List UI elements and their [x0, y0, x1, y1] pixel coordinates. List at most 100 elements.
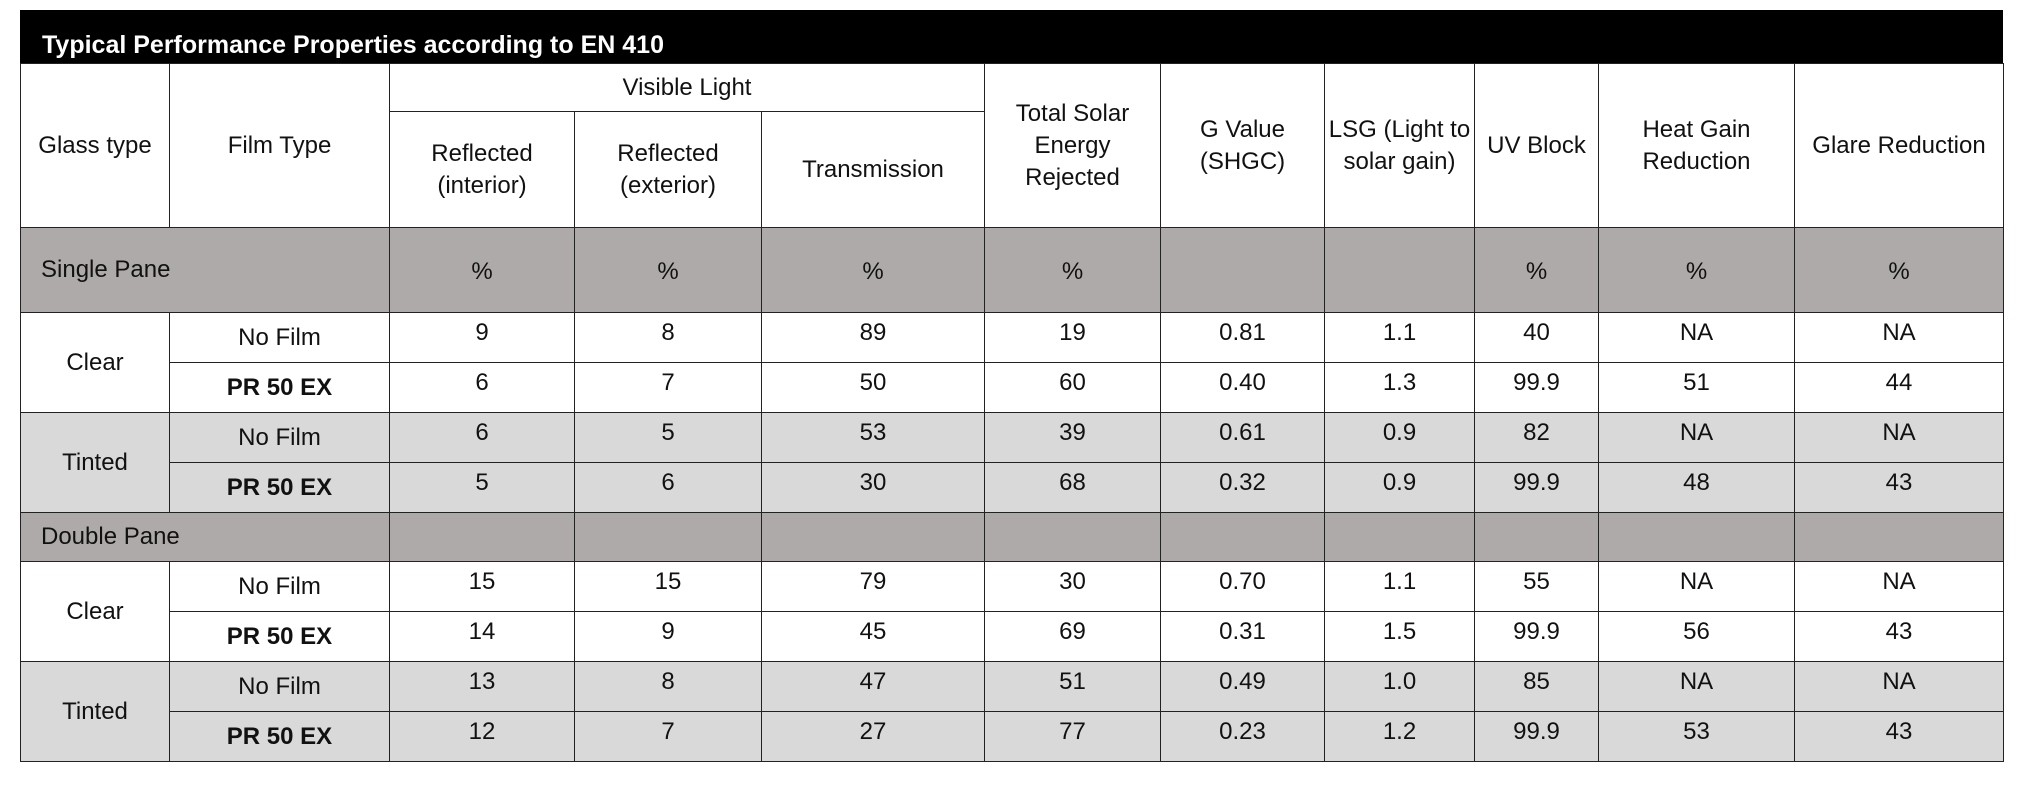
- value-cell: 60: [984, 362, 1161, 413]
- value-cell: NA: [1794, 312, 2004, 363]
- value-cell: 47: [761, 661, 985, 712]
- section-label: Single Pane: [20, 227, 390, 313]
- value-cell: 45: [761, 611, 985, 662]
- value-cell: 99.9: [1474, 711, 1599, 762]
- value-cell: 6: [389, 362, 575, 413]
- value-cell: 1.0: [1324, 661, 1475, 712]
- unit-cell: [1160, 512, 1325, 562]
- value-cell: 30: [761, 462, 985, 513]
- value-cell: 19: [984, 312, 1161, 363]
- value-cell: 79: [761, 561, 985, 612]
- value-cell: 0.32: [1160, 462, 1325, 513]
- value-cell: NA: [1598, 661, 1795, 712]
- value-cell: 14: [389, 611, 575, 662]
- value-cell: 53: [1598, 711, 1795, 762]
- value-cell: 51: [984, 661, 1161, 712]
- header-transmission: Transmission: [761, 111, 985, 228]
- film-type-cell: No Film: [169, 412, 390, 463]
- header-g-value: G Value (SHGC): [1160, 63, 1325, 228]
- value-cell: 43: [1794, 711, 2004, 762]
- value-cell: 44: [1794, 362, 2004, 413]
- section-row: Single Pane%%%%%%%: [20, 227, 2004, 313]
- value-cell: 99.9: [1474, 462, 1599, 513]
- unit-cell: [389, 512, 575, 562]
- header-row-top: Glass type Film Type Visible Light Total…: [20, 63, 2004, 228]
- unit-cell: %: [984, 227, 1161, 313]
- film-type-cell: PR 50 EX: [169, 711, 390, 762]
- value-cell: 0.81: [1160, 312, 1325, 363]
- value-cell: 15: [574, 561, 762, 612]
- value-cell: 89: [761, 312, 985, 363]
- unit-cell: %: [761, 227, 985, 313]
- value-cell: 40: [1474, 312, 1599, 363]
- value-cell: 6: [574, 462, 762, 513]
- value-cell: 8: [574, 312, 762, 363]
- unit-cell: [1324, 227, 1475, 313]
- film-type-cell: PR 50 EX: [169, 362, 390, 413]
- table-row: Tinted No Film 13 8 47 51 0.49 1.0 85 NA NA: [20, 661, 2004, 762]
- table-row: PR 50 EX 5 6 30 68 0.32 0.9 99.9 48 43: [21, 462, 2004, 513]
- value-cell: 1.2: [1324, 711, 1475, 762]
- value-cell: 68: [984, 462, 1161, 513]
- value-cell: 30: [984, 561, 1161, 612]
- value-cell: 0.49: [1160, 661, 1325, 712]
- header-visible-light: Visible Light: [389, 63, 985, 112]
- value-cell: NA: [1598, 412, 1795, 463]
- table-body: Single Pane%%%%%%% Clear No Film 9 8 89 19 0.81…: [20, 227, 2004, 762]
- value-cell: 0.31: [1160, 611, 1325, 662]
- value-cell: 15: [389, 561, 575, 612]
- header-film-type: Film Type: [169, 63, 390, 228]
- table-row: Clear No Film 9 8 89 19 0.81 1.1 40 NA NA: [20, 312, 2004, 413]
- glass-type-cell: Clear: [20, 561, 170, 662]
- value-cell: 43: [1794, 611, 2004, 662]
- value-cell: 27: [761, 711, 985, 762]
- value-cell: 69: [984, 611, 1161, 662]
- section-row: Double Pane: [20, 512, 2004, 562]
- value-cell: 50: [761, 362, 985, 413]
- table-title: Typical Performance Properties according…: [20, 10, 2003, 63]
- table-row: PR 50 EX 12 7 27 77 0.23 1.2 99.9 53 43: [21, 711, 2004, 762]
- unit-cell: [984, 512, 1161, 562]
- value-cell: 43: [1794, 462, 2004, 513]
- header-reflected-exterior: Reflected (exterior): [574, 111, 762, 228]
- value-cell: 51: [1598, 362, 1795, 413]
- value-cell: 0.70: [1160, 561, 1325, 612]
- header-reflected-interior: Reflected (interior): [389, 111, 575, 228]
- performance-table-container: Typical Performance Properties according…: [20, 10, 2004, 762]
- unit-cell: %: [1474, 227, 1599, 313]
- value-cell: 9: [574, 611, 762, 662]
- value-cell: 13: [389, 661, 575, 712]
- section-label: Double Pane: [20, 512, 390, 562]
- value-cell: 39: [984, 412, 1161, 463]
- value-cell: 0.23: [1160, 711, 1325, 762]
- value-cell: 85: [1474, 661, 1599, 712]
- unit-cell: %: [389, 227, 575, 313]
- film-type-cell: PR 50 EX: [169, 462, 390, 513]
- unit-cell: %: [1598, 227, 1795, 313]
- header-heat-gain: Heat Gain Reduction: [1598, 63, 1795, 228]
- value-cell: 82: [1474, 412, 1599, 463]
- unit-cell: [1160, 227, 1325, 313]
- value-cell: NA: [1794, 661, 2004, 712]
- value-cell: 6: [389, 412, 575, 463]
- glass-type-cell: Tinted: [20, 412, 170, 513]
- value-cell: 9: [389, 312, 575, 363]
- film-type-cell: PR 50 EX: [169, 611, 390, 662]
- unit-cell: [1324, 512, 1475, 562]
- value-cell: 48: [1598, 462, 1795, 513]
- value-cell: 12: [389, 711, 575, 762]
- value-cell: 1.1: [1324, 312, 1475, 363]
- value-cell: 53: [761, 412, 985, 463]
- value-cell: NA: [1598, 561, 1795, 612]
- unit-cell: [761, 512, 985, 562]
- film-type-cell: No Film: [169, 312, 390, 363]
- value-cell: 99.9: [1474, 362, 1599, 413]
- value-cell: 0.9: [1324, 462, 1475, 513]
- film-type-cell: No Film: [169, 661, 390, 712]
- header-total-solar: Total Solar Energy Rejected: [984, 63, 1161, 228]
- value-cell: 5: [574, 412, 762, 463]
- value-cell: 0.9: [1324, 412, 1475, 463]
- value-cell: 99.9: [1474, 611, 1599, 662]
- header-row-sub: Reflected (interior) Reflected (exterior…: [21, 111, 2004, 228]
- unit-cell: %: [574, 227, 762, 313]
